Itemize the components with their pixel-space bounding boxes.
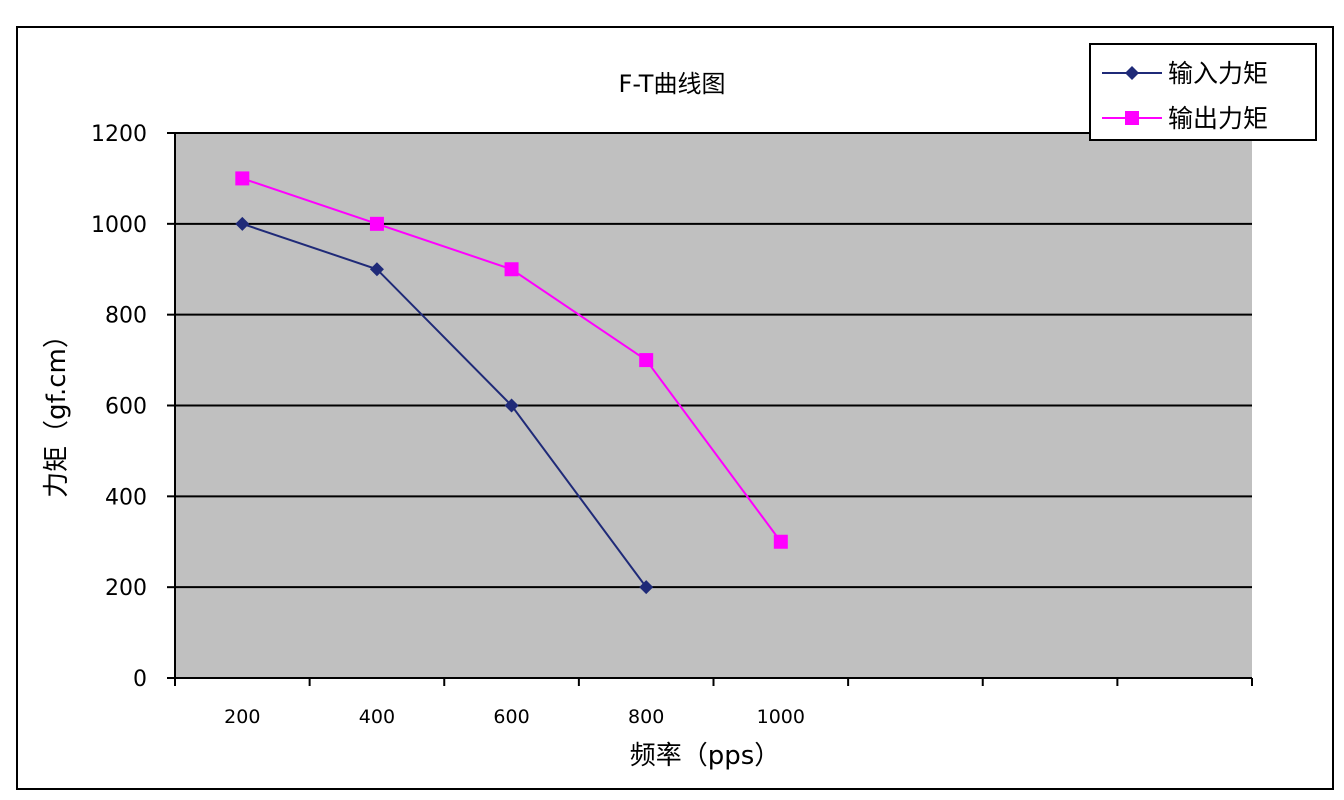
y-tick-label-1000: 1000 (91, 213, 147, 238)
series-1-line (241, 222, 647, 588)
series-1-point-200 (235, 216, 250, 231)
y-axis-ticks: 0 200 400 600 800 1000 1200 (91, 122, 175, 692)
y-tick-label-200: 200 (105, 576, 147, 601)
x-tick-label-1000: 1000 (757, 706, 805, 728)
legend-label-2: 输出力矩 (1168, 104, 1268, 133)
legend-swatch-marker-1 (1125, 66, 1139, 80)
series-1-point-600 (504, 398, 519, 413)
series-2-point-200 (235, 171, 250, 186)
chart-title: F-T曲线图 (619, 70, 726, 98)
series-2 (235, 171, 788, 549)
legend-swatch-marker-2 (1125, 111, 1139, 125)
legend-item-1: 输入力矩 (1102, 59, 1268, 88)
x-tick-label-400: 400 (359, 706, 395, 728)
x-tick-label-800: 800 (628, 706, 664, 728)
x-axis-title: 频率（pps） (630, 741, 781, 771)
legend-item-2: 输出力矩 (1102, 104, 1268, 133)
y-tick-label-1200: 1200 (91, 122, 147, 147)
y-tick-label-0: 0 (133, 667, 147, 692)
gridlines (175, 132, 1252, 589)
y-axis-title: 力矩（gf.cm） (42, 322, 72, 498)
y-tick-label-800: 800 (105, 304, 147, 329)
y-tick-label-600: 600 (105, 395, 147, 420)
x-tick-label-600: 600 (493, 706, 529, 728)
legend-label-1: 输入力矩 (1168, 59, 1268, 88)
series-1-point-400 (369, 262, 384, 277)
series-1-point-800 (639, 580, 654, 595)
series-2-point-800 (639, 353, 654, 368)
series-2-point-400 (369, 216, 384, 231)
series-layer (235, 171, 788, 595)
x-axis-ticks: 200 400 600 800 1000 (174, 678, 1253, 728)
x-tick-label-200: 200 (224, 706, 260, 728)
series-2-point-1000 (773, 534, 788, 549)
series-2-point-600 (504, 262, 519, 277)
y-tick-label-400: 400 (105, 485, 147, 510)
series-1 (235, 216, 654, 595)
